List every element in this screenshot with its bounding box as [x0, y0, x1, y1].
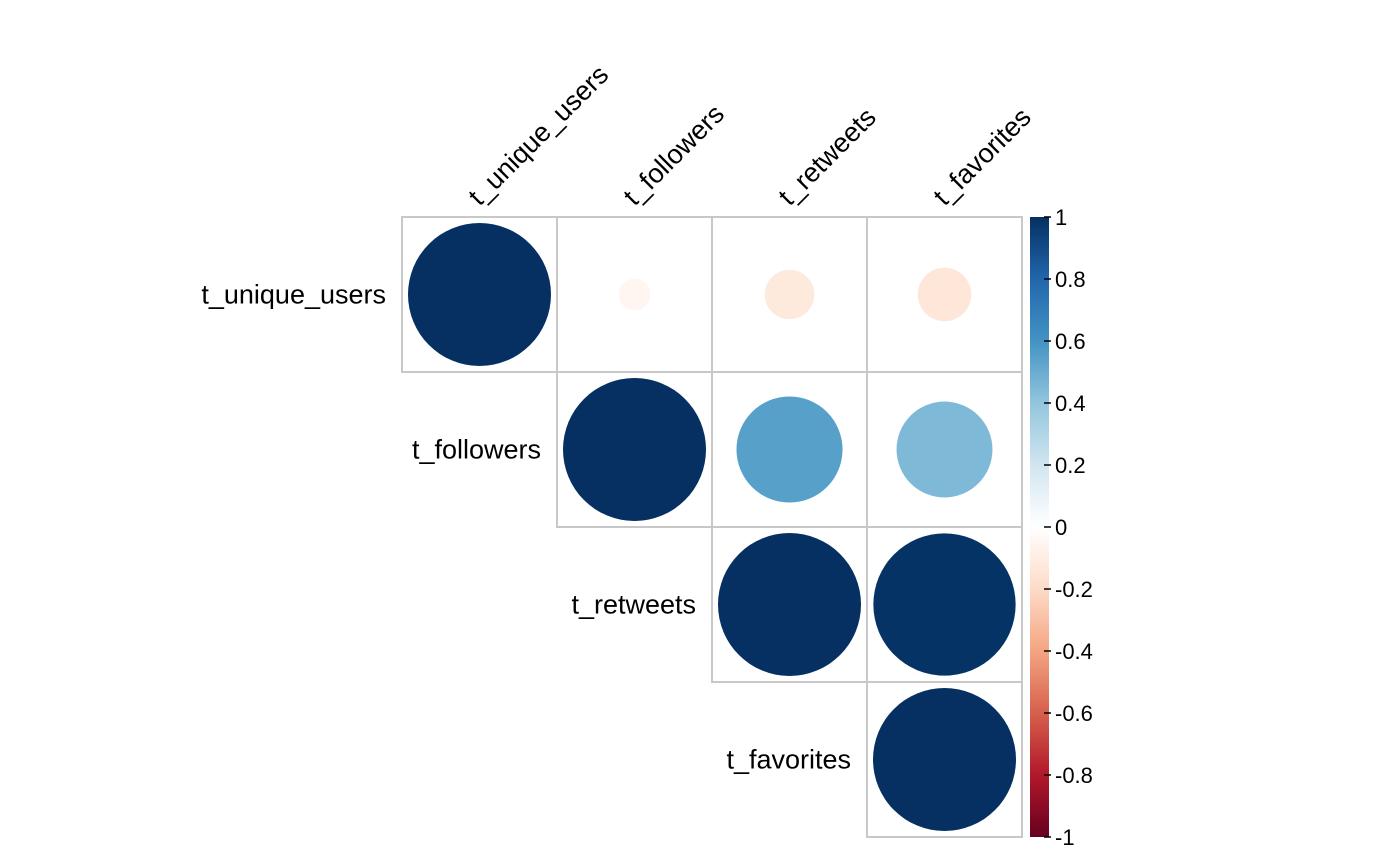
- matrix-grid: [401, 216, 1023, 838]
- row-label: t_retweets: [571, 590, 696, 620]
- column-label: t_followers: [618, 99, 730, 211]
- colorbar-tick-label: -0.8: [1055, 763, 1093, 788]
- colorbar-tick-label: -1: [1055, 825, 1075, 850]
- correlation-circle: [408, 223, 551, 366]
- correlation-circle: [873, 533, 1016, 676]
- colorbar: -1 -0.8 -0.6 -0.4 -0.2 0 0.2 0.4 0.6 0.8 1: [1030, 205, 1093, 850]
- colorbar-tick-label: 0: [1055, 515, 1067, 540]
- correlation-circle: [764, 269, 815, 320]
- correlation-circle: [563, 378, 706, 521]
- grid-cell: [866, 681, 1023, 838]
- row-labels: t_unique_users t_followers t_retweets t_fav…: [201, 280, 851, 775]
- colorbar-gradient: [1030, 217, 1049, 837]
- correlation-circle: [896, 401, 993, 498]
- correlation-circle: [618, 278, 651, 311]
- colorbar-tick-label: 0.6: [1055, 329, 1086, 354]
- column-label: t_retweets: [773, 102, 882, 211]
- column-label: t_unique_users: [463, 59, 615, 211]
- colorbar-tick-label: 0.2: [1055, 453, 1086, 478]
- correlation-circles: [408, 223, 1016, 831]
- colorbar-tick-label: 1: [1055, 205, 1067, 230]
- colorbar-tick-label: -0.4: [1055, 639, 1093, 664]
- colorbar-tick-label: -0.2: [1055, 577, 1093, 602]
- correlation-circle: [873, 688, 1016, 831]
- column-label: t_favorites: [928, 102, 1037, 211]
- colorbar-tick-label: 0.8: [1055, 267, 1086, 292]
- colorbar-tick-label: -0.6: [1055, 701, 1093, 726]
- correlation-circle: [736, 396, 843, 503]
- row-label: t_followers: [412, 435, 541, 465]
- row-label: t_favorites: [726, 745, 851, 775]
- correlation-circle: [718, 533, 861, 676]
- colorbar-tick-label: 0.4: [1055, 391, 1086, 416]
- row-label: t_unique_users: [201, 280, 386, 310]
- column-labels: t_unique_users t_followers t_retweets t_fav…: [463, 59, 1037, 211]
- correlation-circle: [917, 267, 972, 322]
